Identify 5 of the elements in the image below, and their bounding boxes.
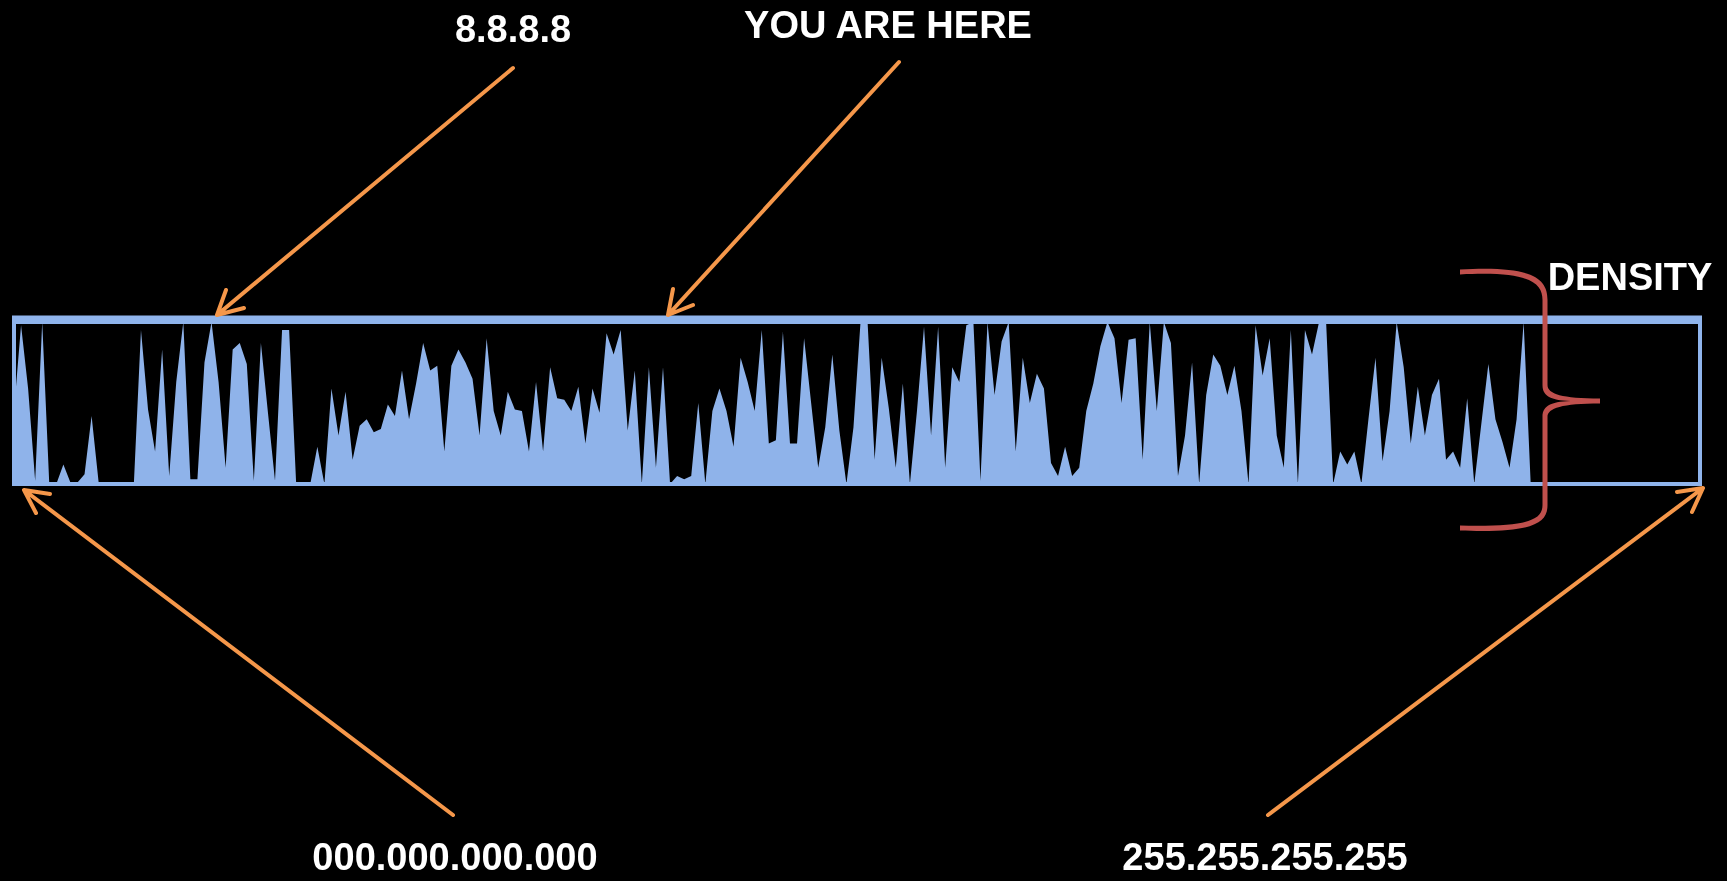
text: 255.255.255.255 (1122, 836, 1408, 879)
text: DENSITY (1547, 256, 1713, 299)
text: YOU ARE HERE (744, 4, 1032, 47)
text: 000.000.000.000 (312, 836, 598, 879)
text: 8.8.8.8 (454, 8, 572, 51)
